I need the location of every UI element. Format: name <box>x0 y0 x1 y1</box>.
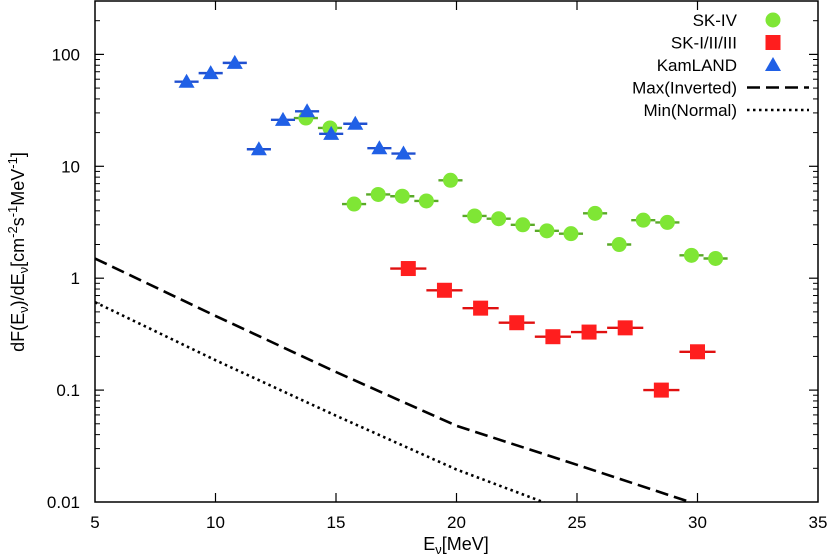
sk-iv-point <box>370 186 386 202</box>
sk-iv-point <box>515 217 531 233</box>
ticks <box>95 0 818 502</box>
sk-iv-point <box>418 193 434 209</box>
sk-i-ii-iii-point <box>509 315 525 331</box>
kamland-point <box>274 111 291 126</box>
kamland-point <box>395 145 412 160</box>
sk-i-ii-iii-point <box>473 300 489 316</box>
sk-iv-point <box>491 211 507 227</box>
data-points <box>174 54 728 398</box>
sk-iv-point <box>708 250 724 266</box>
sk-i-ii-iii-point <box>400 261 416 277</box>
sk-i-ii-iii-point <box>690 344 705 360</box>
y-tick-label: 0.1 <box>56 381 80 400</box>
legend-label: SK-IV <box>693 11 738 30</box>
y-tick-label: 100 <box>52 45 80 64</box>
legend-label: Min(Normal) <box>644 101 738 120</box>
sk-i-ii-iii-point <box>617 320 633 336</box>
x-tick-label: 10 <box>206 513 225 532</box>
curve-max-inverted- <box>95 257 695 502</box>
kamland-point <box>371 140 388 155</box>
x-tick-label: 25 <box>568 513 587 532</box>
legend-marker <box>765 57 781 71</box>
x-tick-label: 35 <box>809 513 828 532</box>
kamland-point <box>299 103 316 118</box>
x-tick-label: 5 <box>90 513 99 532</box>
sk-iv-point <box>683 247 699 263</box>
sk-iv-point <box>635 212 651 228</box>
y-tick-label: 0.01 <box>47 493 80 512</box>
y-tick-label: 10 <box>61 157 80 176</box>
legend-marker <box>765 35 781 50</box>
sk-iv-point <box>587 205 603 221</box>
sk-i-ii-iii-point <box>653 382 669 398</box>
sk-i-ii-iii-point <box>436 282 452 298</box>
kamland-point <box>202 65 219 80</box>
legend-label: Max(Inverted) <box>632 79 737 98</box>
x-tick-label: 15 <box>327 513 346 532</box>
kamland-point <box>347 115 364 130</box>
legend-marker <box>765 12 781 28</box>
kamland-point <box>226 54 243 69</box>
kamland-point <box>250 141 267 156</box>
sk-iv-point <box>467 208 483 224</box>
sk-i-ii-iii-point <box>545 329 561 345</box>
sk-iv-point <box>659 214 675 230</box>
y-tick-label: 1 <box>71 269 80 288</box>
legend: SK-IV SK-I/II/III KamLAND Max(Inverted) Min(… <box>632 11 809 120</box>
legend-label: SK-I/II/III <box>671 34 737 53</box>
sk-iv-point <box>442 172 458 188</box>
curves <box>95 257 695 502</box>
sk-iv-point <box>539 223 555 239</box>
tick-labels: 5 10 15 20 25 30 35 0.01 0.1 1 10 100 <box>47 45 828 532</box>
x-tick-label: 30 <box>688 513 707 532</box>
sk-iv-point <box>563 226 579 242</box>
sk-iv-point <box>611 237 627 253</box>
plot-frame <box>94 0 819 503</box>
x-axis-title: Eν[MeV] <box>423 534 489 555</box>
y-axis-title: dF(Eν)/dEν[cm-2s-1MeV-1] <box>5 152 31 352</box>
legend-label: KamLAND <box>657 56 737 75</box>
kamland-point <box>323 125 340 140</box>
sk-iv-point <box>346 196 362 212</box>
kamland-point <box>178 73 195 88</box>
sk-iv-point <box>394 188 410 204</box>
x-tick-label: 20 <box>447 513 466 532</box>
curve-min-normal- <box>95 301 547 502</box>
sk-i-ii-iii-point <box>581 324 597 340</box>
